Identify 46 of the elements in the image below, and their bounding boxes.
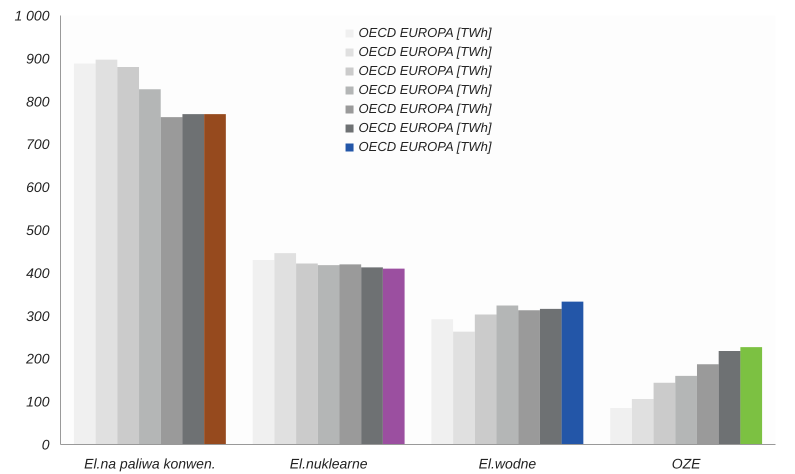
- bar: [252, 260, 274, 444]
- legend-label: OECD EUROPA [TWh]: [358, 44, 492, 59]
- bar: [204, 114, 226, 444]
- bar: [610, 408, 632, 444]
- bar: [453, 332, 475, 444]
- y-tick-label: 400: [26, 264, 50, 281]
- legend-label: OECD EUROPA [TWh]: [358, 63, 492, 78]
- bar: [675, 376, 697, 444]
- bar: [474, 314, 497, 444]
- bar: [96, 60, 118, 444]
- bar: [182, 114, 204, 444]
- y-tick-label: 700: [26, 136, 50, 152]
- bar: [361, 267, 383, 444]
- bar: [274, 253, 296, 444]
- x-tick-label: El.wodne: [478, 456, 536, 472]
- legend-label: OECD EUROPA [TWh]: [358, 120, 492, 135]
- bar: [117, 66, 140, 444]
- bar: [540, 308, 562, 444]
- y-tick-label: 0: [42, 436, 50, 452]
- x-tick-label: El.na paliwa konwen.: [84, 456, 216, 472]
- x-tick-label: OZE: [672, 456, 702, 472]
- bar: [654, 382, 676, 444]
- y-tick-label: 500: [26, 222, 50, 238]
- bar: [74, 64, 96, 444]
- legend-label: OECD EUROPA [TWh]: [358, 82, 492, 97]
- bar: [562, 302, 584, 444]
- legend-label: OECD EUROPA [TWh]: [358, 139, 492, 154]
- bar: [718, 350, 740, 444]
- y-tick-label: 100: [26, 394, 50, 410]
- y-tick-label: 200: [25, 350, 50, 367]
- x-tick-label: El.nuklearne: [290, 456, 368, 472]
- y-tick-label: 300: [26, 308, 50, 324]
- y-tick-label: 800: [26, 93, 50, 110]
- bar: [431, 319, 454, 444]
- y-tick-label: 1 000: [14, 8, 50, 24]
- y-tick-label: 600: [26, 179, 50, 196]
- legend-label: OECD EUROPA [TWh]: [358, 25, 492, 40]
- bar: [139, 89, 161, 444]
- legend-label: OECD EUROPA [TWh]: [358, 101, 492, 116]
- bar: [740, 347, 762, 444]
- bar: [382, 268, 405, 444]
- bar: [632, 399, 654, 444]
- bar: [496, 306, 518, 444]
- bar: [296, 263, 318, 444]
- y-tick-label: 900: [26, 50, 50, 66]
- bar: [318, 265, 340, 444]
